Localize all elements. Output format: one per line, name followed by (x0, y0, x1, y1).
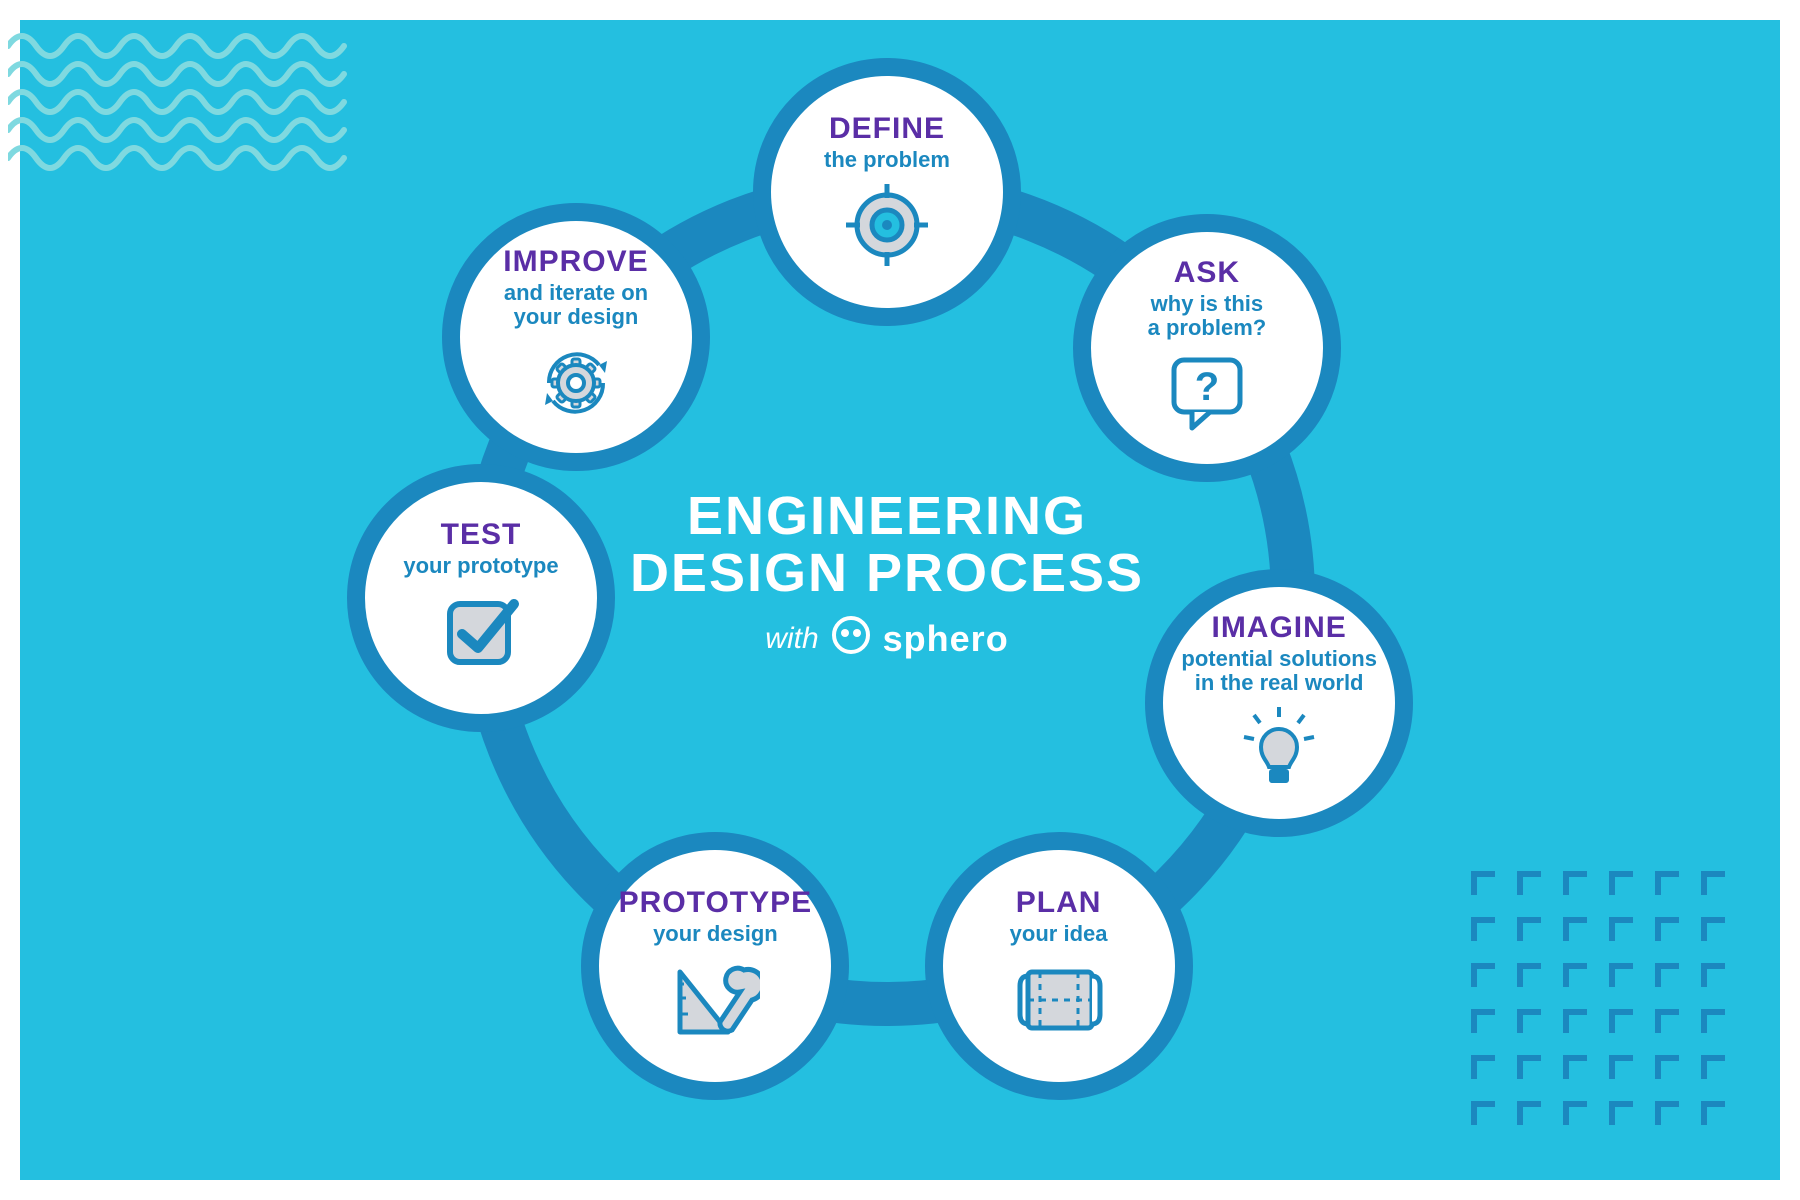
step-plan-title: PLAN (1016, 888, 1102, 918)
brand-line: with sphero (567, 615, 1207, 663)
step-prototype-subtitle: your design (653, 922, 778, 946)
target-icon (842, 180, 932, 270)
step-ask-title: ASK (1174, 258, 1240, 288)
step-plan: PLAN your idea (925, 832, 1193, 1100)
check-icon (436, 586, 526, 676)
gear-icon (531, 337, 621, 427)
with-label: with (765, 622, 818, 656)
center-title-block: ENGINEERINGDESIGN PROCESS with sphero (567, 488, 1207, 663)
step-improve-subtitle: and iterate onyour design (504, 281, 648, 329)
infographic-stage: DEFINE the problem ASK why is thisa proble… (0, 0, 1800, 1200)
step-imagine-title: IMAGINE (1211, 613, 1346, 643)
step-imagine-subtitle: potential solutionsin the real world (1181, 647, 1377, 695)
step-plan-subtitle: your idea (1010, 922, 1108, 946)
tools-icon (670, 954, 760, 1044)
sphero-logo-icon (831, 615, 871, 663)
step-ask-subtitle: why is thisa problem? (1148, 292, 1267, 340)
step-prototype: PROTOTYPE your design (581, 832, 849, 1100)
svg-text:?: ? (1195, 365, 1219, 409)
sphero-wordmark: sphero (883, 618, 1009, 660)
step-improve: IMPROVE and iterate onyour design (442, 203, 710, 471)
step-test-title: TEST (441, 520, 522, 550)
step-define: DEFINE the problem (753, 58, 1021, 326)
blueprint-icon (1014, 954, 1104, 1044)
main-title: ENGINEERINGDESIGN PROCESS (567, 488, 1207, 601)
step-prototype-title: PROTOTYPE (619, 888, 812, 918)
step-ask: ASK why is thisa problem? ? (1073, 214, 1341, 482)
step-improve-title: IMPROVE (503, 247, 648, 277)
bulb-icon (1234, 703, 1324, 793)
step-define-title: DEFINE (829, 114, 945, 144)
question-icon: ? (1162, 348, 1252, 438)
step-test-subtitle: your prototype (403, 554, 558, 578)
step-define-subtitle: the problem (824, 148, 950, 172)
